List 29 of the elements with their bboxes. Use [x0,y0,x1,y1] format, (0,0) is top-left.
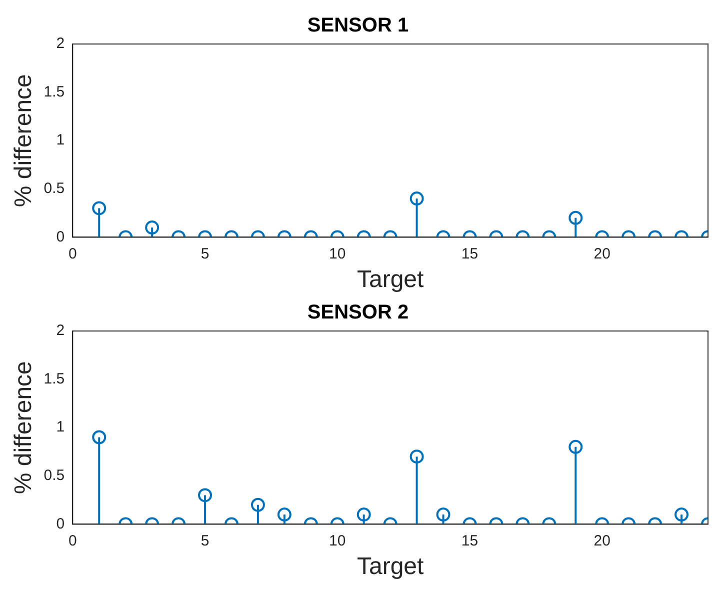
x-tick-label: 10 [329,532,346,550]
point [410,450,424,464]
x-tick-label: 5 [200,245,210,262]
y-tick-label: 2 [56,322,65,340]
y-tick-label: 1 [56,132,65,149]
chart-title: SENSOR 2 [307,302,409,324]
x-axis-title: Target [356,553,424,580]
x-axis-title: Target [356,266,424,294]
x-tick-label: 15 [461,532,478,550]
x-tick-label: 5 [200,532,210,550]
y-tick-label: 0 [56,228,65,246]
x-tick-label: 15 [461,245,478,262]
y-tick-label: 0 [56,515,65,532]
y-tick-label: 0.5 [44,467,65,484]
y-axis-title: % difference [10,74,38,208]
y-tick-label: 1 [56,418,65,436]
y-tick-label: 1.5 [44,83,65,100]
x-tick-label: 10 [329,245,346,262]
x-tick-label: 0 [68,245,77,262]
y-tick-label: 0.5 [44,180,65,198]
x-tick-label: 0 [68,532,77,550]
point [568,440,583,454]
y-axis-title: % difference [10,361,38,494]
point [92,430,106,444]
x-tick-label: 20 [594,532,610,550]
x-tick-label: 20 [594,245,610,262]
y-tick-label: 2 [56,35,65,52]
chart-title: SENSOR 1 [307,14,409,37]
y-tick-label: 1.5 [44,370,65,388]
